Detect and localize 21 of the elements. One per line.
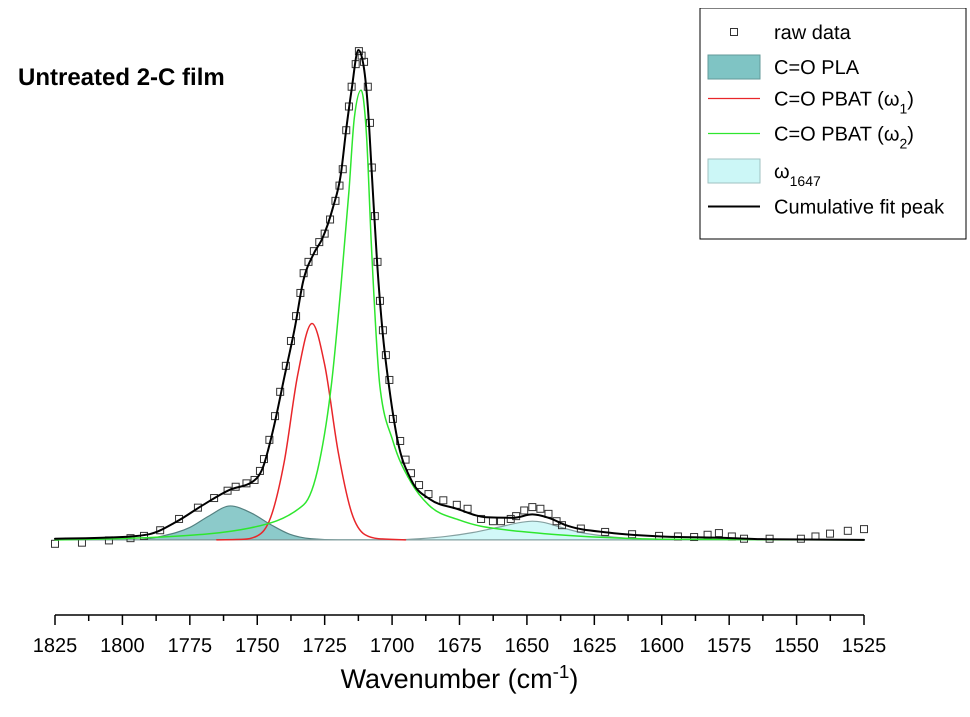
x-tick-label: 1700 [370,635,414,657]
x-tick-label: 1600 [640,635,684,657]
x-tick-label: 1775 [168,635,212,657]
x-tick-label: 1725 [302,635,347,657]
x-axis-title: Wavenumber (cm$^{-1}$) [340,662,578,694]
x-tick-label: 1825 [32,635,78,657]
legend-label: Cumulative fit peak [774,196,946,218]
x-tick-label: 1750 [235,635,280,657]
legend-label: ω$_{1647}$ [774,161,821,189]
x-tick-label: 1525 [842,635,886,657]
legend-label: C=O PBAT (ω$_{1}$) [774,88,914,116]
x-tick-label: 1800 [100,635,145,657]
x-tick-label: 1650 [504,635,550,657]
x-tick-label: 1550 [774,635,819,657]
x-tick-label: 1675 [437,635,482,657]
legend-label: C=O PLA [774,57,860,79]
legend-label: C=O PBAT (ω$_{2}$) [774,124,914,152]
text: Untreated 2-C film [18,64,225,91]
legend-label: raw data [774,22,852,44]
x-tick-label: 1575 [706,635,752,657]
x-tick-label: 1625 [572,635,617,657]
